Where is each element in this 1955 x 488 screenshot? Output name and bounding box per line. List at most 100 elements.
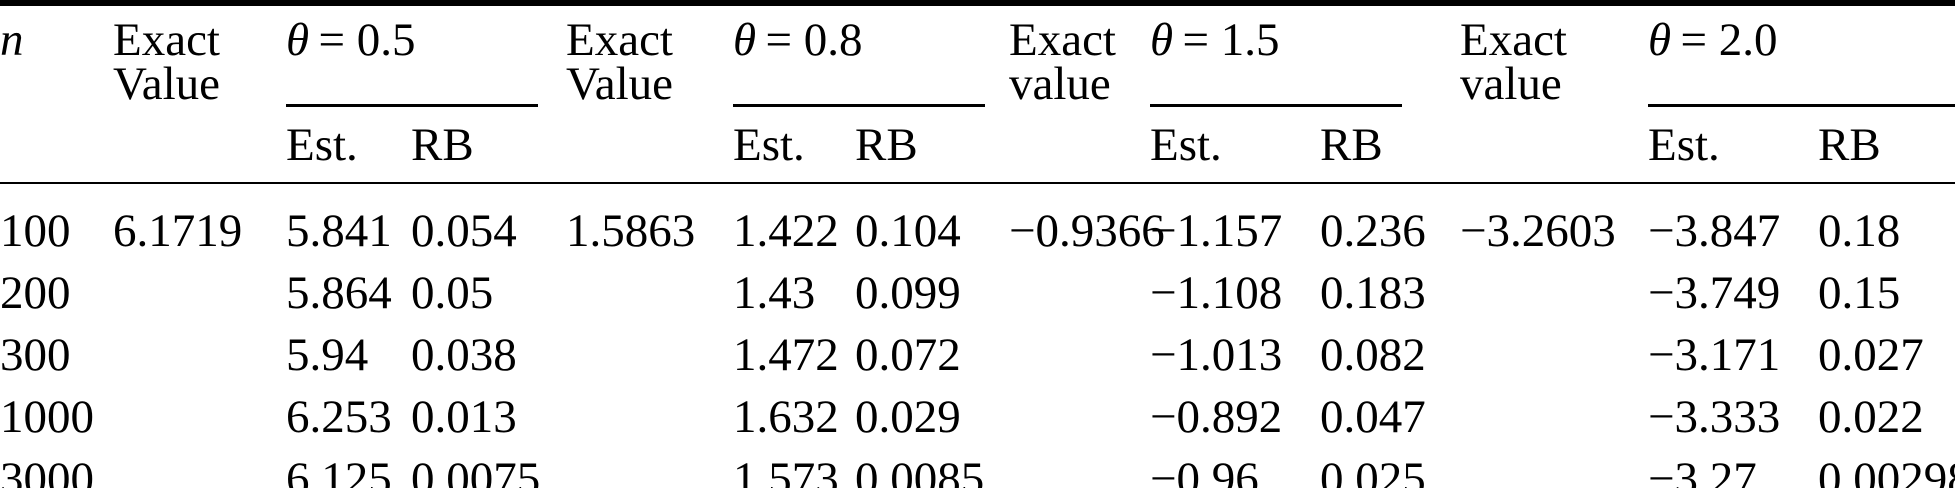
sub-header-rb-2: RB [855, 107, 1009, 184]
cell-exact-value [1009, 388, 1150, 450]
cell-exact-value [566, 264, 733, 326]
group-underline [733, 104, 985, 107]
cell-est: −3.749 [1648, 267, 1781, 319]
exact-label-line1: Exact [1009, 14, 1116, 66]
cell-n: 1000 [0, 391, 94, 443]
cell-rb: 0.054 [411, 205, 517, 257]
cell-rb: 0.15 [1818, 267, 1901, 319]
exact-label-line1: Exact [113, 14, 220, 66]
cell-rb: 0.027 [1818, 329, 1924, 381]
cell-est: −0.96 [1150, 453, 1259, 488]
theta-value: = 0.5 [318, 14, 416, 66]
exact-label-line1: Exact [1460, 14, 1567, 66]
cell-est: −3.171 [1648, 329, 1781, 381]
cell-est: −0.892 [1150, 391, 1283, 443]
group-header-theta-0-8: θ = 0.8 [733, 3, 1009, 107]
cell-est: −3.27 [1648, 453, 1757, 488]
cell-rb: 0.082 [1320, 329, 1426, 381]
col-header-n: n [0, 3, 113, 184]
exact-label-line1: Exact [566, 14, 673, 66]
table-body: 100 6.1719 5.841 0.054 1.5863 1.422 0.10… [0, 183, 1955, 488]
sub-header-rb-4: RB [1818, 107, 1955, 184]
exact-label-line2: value [1009, 58, 1111, 110]
cell-n: 200 [0, 267, 71, 319]
table-row: 300 5.94 0.038 1.472 0.072 −1.013 0.082 … [0, 326, 1955, 388]
cell-exact-value [113, 264, 286, 326]
cell-est: −1.108 [1150, 267, 1283, 319]
cell-rb: 0.05 [411, 267, 494, 319]
cell-exact-value [113, 326, 286, 388]
group-underline [1150, 104, 1402, 107]
cell-est: 5.94 [286, 329, 369, 381]
cell-rb: 0.047 [1320, 391, 1426, 443]
exact-label-line2: Value [566, 58, 674, 110]
table-row: 3000 6.125 0.0075 1.573 0.0085 −0.96 0.0… [0, 450, 1955, 488]
group-header-theta-0-5: θ = 0.5 [286, 3, 566, 107]
cell-exact-value: 1.5863 [566, 205, 696, 257]
sub-header-est-2: Est. [733, 107, 855, 184]
cell-rb: 0.236 [1320, 205, 1426, 257]
theta-symbol: θ [1648, 14, 1672, 66]
group-header-theta-1-5: θ = 1.5 [1150, 3, 1460, 107]
cell-rb: 0.0085 [855, 453, 985, 488]
cell-exact-value [1460, 264, 1648, 326]
cell-rb: 0.099 [855, 267, 961, 319]
cell-est: −1.157 [1150, 205, 1283, 257]
cell-est: 5.864 [286, 267, 392, 319]
exact-label-line2: value [1460, 58, 1562, 110]
cell-rb: 0.029 [855, 391, 961, 443]
sub-header-rb-1: RB [411, 107, 566, 184]
theta-value: = 2.0 [1680, 14, 1778, 66]
cell-exact-value: −0.9366 [1009, 205, 1165, 257]
cell-rb: 0.183 [1320, 267, 1426, 319]
group-underline [1648, 104, 1955, 107]
cell-est: 6.253 [286, 391, 392, 443]
cell-exact-value [1009, 264, 1150, 326]
theta-symbol: θ [733, 14, 757, 66]
cell-exact-value [566, 450, 733, 488]
cell-rb: 0.00298 [1818, 453, 1955, 488]
cell-est: 1.573 [733, 453, 839, 488]
col-header-exact-value-4: Exact value [1460, 3, 1648, 184]
cell-est: 1.43 [733, 267, 816, 319]
cell-exact-value [1460, 450, 1648, 488]
cell-est: 1.632 [733, 391, 839, 443]
cell-est: −1.013 [1150, 329, 1283, 381]
cell-exact-value [1460, 326, 1648, 388]
col-header-exact-value-1: Exact Value [113, 3, 286, 184]
cell-est: 1.472 [733, 329, 839, 381]
cell-est: 5.841 [286, 205, 392, 257]
col-header-exact-value-2: Exact Value [566, 3, 733, 184]
cell-n: 3000 [0, 453, 94, 488]
table-row: 200 5.864 0.05 1.43 0.099 −1.108 0.183 −… [0, 264, 1955, 326]
cell-exact-value [566, 326, 733, 388]
theta-value: = 1.5 [1182, 14, 1280, 66]
theta-symbol: θ [286, 14, 310, 66]
cell-est: −3.847 [1648, 205, 1781, 257]
cell-est: −3.333 [1648, 391, 1781, 443]
cell-est: 1.422 [733, 205, 839, 257]
cell-rb: 0.025 [1320, 453, 1426, 488]
cell-exact-value [1009, 450, 1150, 488]
col-header-exact-value-3: Exact value [1009, 3, 1150, 184]
cell-rb: 0.038 [411, 329, 517, 381]
cell-exact-value [113, 388, 286, 450]
cell-n: 100 [0, 205, 71, 257]
theta-value: = 0.8 [765, 14, 863, 66]
cell-n: 300 [0, 329, 71, 381]
sub-header-est-1: Est. [286, 107, 411, 184]
group-header-theta-2-0: θ = 2.0 [1648, 3, 1955, 107]
theta-symbol: θ [1150, 14, 1174, 66]
exact-label-line2: Value [113, 58, 221, 110]
sub-header-est-4: Est. [1648, 107, 1818, 184]
cell-exact-value [566, 388, 733, 450]
sub-header-rb-3: RB [1320, 107, 1460, 184]
table-row: 100 6.1719 5.841 0.054 1.5863 1.422 0.10… [0, 183, 1955, 264]
cell-rb: 0.022 [1818, 391, 1924, 443]
cell-rb: 0.18 [1818, 205, 1901, 257]
sub-header-est-3: Est. [1150, 107, 1320, 184]
cell-est: 6.125 [286, 453, 392, 488]
table-header: n Exact Value θ = 0.5 Exact Value θ = 0.8 … [0, 3, 1955, 184]
cell-exact-value [1009, 326, 1150, 388]
